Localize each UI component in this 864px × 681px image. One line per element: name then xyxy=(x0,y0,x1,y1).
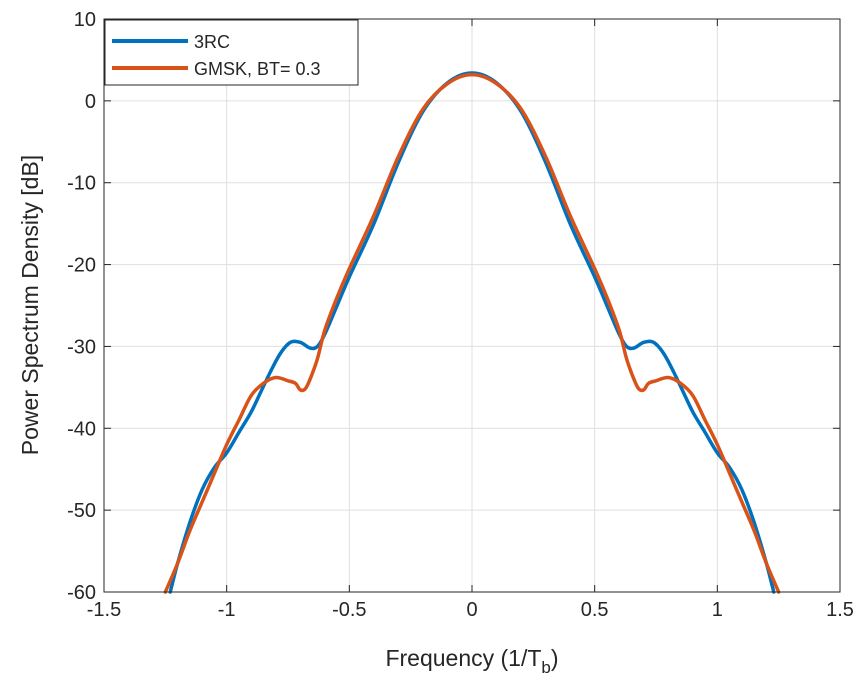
x-axis-label: Frequency (1/Tb) xyxy=(385,645,558,677)
series-line-1 xyxy=(163,72,781,594)
y-axis-label: Power Spectrum Density [dB] xyxy=(17,155,43,455)
y-tick-label: -50 xyxy=(67,500,96,522)
x-tick-labels: -1.5 -1 -0.5 0 0.5 1 1.5 xyxy=(87,599,854,621)
y-tick-label: -30 xyxy=(67,336,96,358)
x-tick-label: 0 xyxy=(466,599,477,621)
y-tick-label: 0 xyxy=(85,91,96,113)
y-tick-labels: -60 -50 -40 -30 -20 -10 0 10 xyxy=(67,9,96,604)
plot-area xyxy=(103,18,841,594)
y-tick-label: -20 xyxy=(67,255,96,277)
y-tick-label: -60 xyxy=(67,582,96,604)
series-lines xyxy=(163,71,781,594)
y-tick-label: -10 xyxy=(67,173,96,195)
grid-lines xyxy=(104,19,840,592)
axis-ticks xyxy=(103,18,841,593)
x-tick-label: 1.5 xyxy=(826,599,854,621)
y-tick-label: 10 xyxy=(74,9,96,31)
x-tick-label: -0.5 xyxy=(332,599,366,621)
x-axis-label-suffix: ) xyxy=(551,645,559,671)
x-tick-label: -1.5 xyxy=(87,599,121,621)
legend: 3RC GMSK, BT= 0.3 xyxy=(104,19,359,86)
legend-label-3rc: 3RC xyxy=(194,32,230,52)
x-tick-label: 0.5 xyxy=(581,599,609,621)
x-axis-label-subscript: b xyxy=(541,658,550,677)
x-tick-label: 1 xyxy=(712,599,723,621)
legend-label-gmsk: GMSK, BT= 0.3 xyxy=(194,59,321,79)
legend-box xyxy=(104,19,359,86)
y-tick-label: -40 xyxy=(67,418,96,440)
x-tick-label: -1 xyxy=(218,599,236,621)
